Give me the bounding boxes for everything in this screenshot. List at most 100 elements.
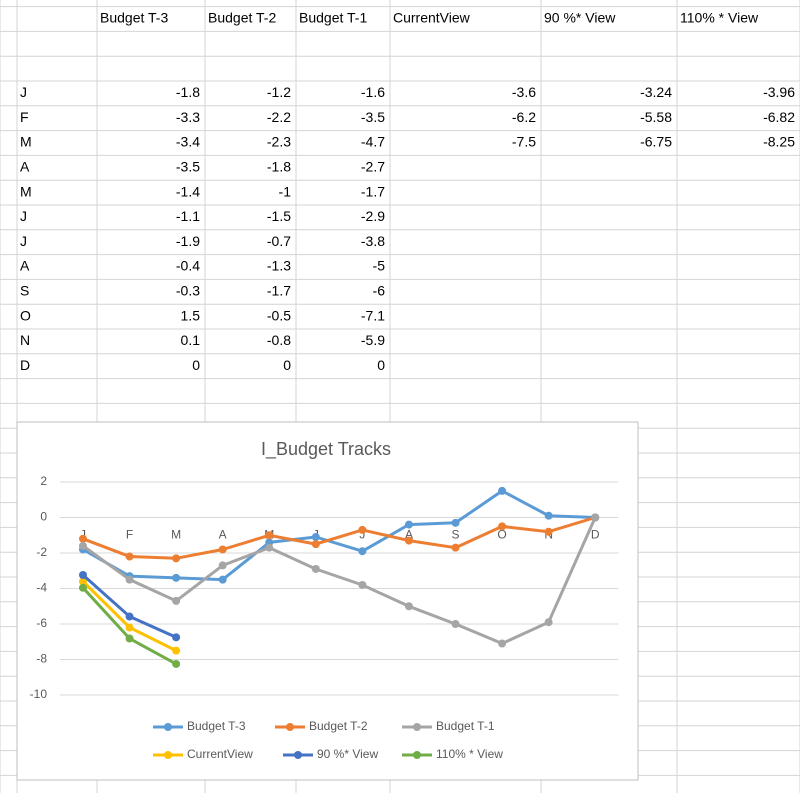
series-marker [358,525,367,534]
series-marker [544,618,553,627]
y-tick-label: -8 [36,652,47,666]
chart: -10-8-6-4-202JFMAMJJASONDBudget T-3Budge… [30,474,619,761]
row-label: J [20,233,27,249]
row-label: F [20,109,29,125]
y-tick-label: -2 [36,545,47,559]
cell-value: -1.7 [267,283,291,299]
legend-label: Budget T-1 [436,719,495,733]
series-marker [125,612,134,621]
series-marker [544,527,553,536]
cell-value: -1.4 [176,183,200,199]
cell-value: -3.5 [361,109,385,125]
cell-value: -6.75 [640,134,672,150]
cell-value: -3.96 [763,84,795,100]
cell-value: -3.6 [512,84,536,100]
cell-value: -1 [279,183,292,199]
cell-value: -1.1 [176,208,200,224]
legend-label: Budget T-2 [309,719,368,733]
series-marker [78,571,87,580]
row-label: A [20,258,30,274]
cell-value: -1.8 [176,84,200,100]
cell-value: -5.58 [640,109,672,125]
cells: Budget T-3 Budget T-2 Budget T-1 CurrentVie… [20,10,795,373]
column-header: 110% * View [680,10,759,26]
series-marker [172,659,181,668]
cell-value: 0.1 [181,332,201,348]
series-marker [172,633,181,642]
cell-value: -4.7 [361,134,385,150]
series-marker [451,518,460,527]
cell-value: -2.2 [267,109,291,125]
y-tick-label: -6 [36,616,47,630]
cell-value: 1.5 [181,307,201,323]
column-header: Budget T-1 [299,10,367,26]
row-label: M [20,134,32,150]
row-label: M [20,183,32,199]
series-marker [78,577,87,586]
legend-marker [413,751,421,759]
series-marker [172,596,181,605]
series-marker [311,533,320,542]
cell-value: -5.9 [361,332,385,348]
series-marker [172,646,181,655]
cell-value: -0.3 [176,283,200,299]
cell-value: -3.8 [361,233,385,249]
series-marker [78,534,87,543]
cell-value: 0 [377,357,385,373]
y-tick-label: -4 [36,581,47,595]
legend-marker [164,723,172,731]
series-marker [498,522,507,531]
legend-marker [164,751,172,759]
series-marker [498,486,507,495]
cell-value: -7.1 [361,307,385,323]
x-tick-label: A [219,528,227,542]
row-label: N [20,332,30,348]
cell-value: -2.7 [361,159,385,175]
x-tick-label: S [452,528,460,542]
cell-value: -0.4 [176,258,200,274]
series-marker [78,541,87,550]
cell-value: -0.7 [267,233,291,249]
cell-value: -1.7 [361,183,385,199]
legend-marker [413,723,421,731]
series-marker [78,583,87,592]
series-marker [265,531,274,540]
series-marker [544,511,553,520]
x-tick-label: F [126,528,133,542]
legend-marker [286,723,294,731]
cell-value: -6.2 [512,109,536,125]
series-marker [358,547,367,556]
column-header: 90 %* View [544,10,616,26]
legend-marker [294,751,302,759]
x-tick-label: D [591,528,600,542]
cell-value: -1.5 [267,208,291,224]
cell-value: -0.5 [267,307,291,323]
x-tick-label: M [171,528,181,542]
series-marker [125,552,134,561]
series-marker [125,634,134,643]
x-tick-label: A [405,528,413,542]
y-tick-label: -10 [30,687,48,701]
series-marker [591,513,600,522]
series-line [82,516,596,560]
series-marker [218,575,227,584]
series-marker [218,561,227,570]
series-marker [498,639,507,648]
series-marker [404,602,413,611]
row-label: S [20,283,29,299]
cell-value: -1.3 [267,258,291,274]
series-marker [125,623,134,632]
row-label: J [20,208,27,224]
cell-value: -2.3 [267,134,291,150]
x-tick-label: O [497,528,506,542]
series-marker [265,543,274,552]
cell-value: -1.8 [267,159,291,175]
row-label: J [20,84,27,100]
cell-value: -3.5 [176,159,200,175]
series-marker [451,543,460,552]
series-marker [311,564,320,573]
x-tick-label: J [359,528,365,542]
cell-value: -3.3 [176,109,200,125]
row-label: D [20,357,30,373]
